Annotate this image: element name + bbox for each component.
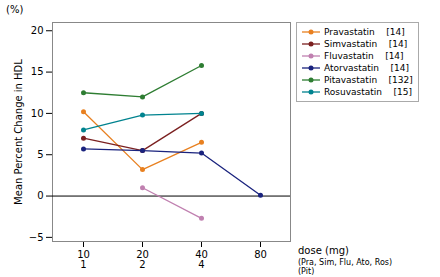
html-text:dose (mg): dose (mg) (298, 245, 349, 256)
svg-text:5: 5 (37, 149, 43, 160)
svg-text:−5: −5 (29, 232, 44, 243)
svg-text:10: 10 (31, 108, 44, 119)
html-text:Atorvastatin [14]: Atorvastatin [14] (324, 63, 409, 73)
svg-text:20: 20 (31, 25, 44, 36)
svg-text:0: 0 (37, 190, 43, 201)
html-text:(Pit): (Pit) (298, 267, 315, 276)
html-text:Pitavastatin [132]: Pitavastatin [132] (324, 75, 413, 85)
svg-text:80: 80 (254, 249, 267, 260)
html-text:Pravastatin [14]: Pravastatin [14] (324, 27, 405, 37)
html-text:(Pra, Sim, Flu, Ato, Ros): (Pra, Sim, Flu, Ato, Ros) (298, 258, 393, 267)
html-text:Rosuvastatin [15]: Rosuvastatin [15] (324, 87, 412, 97)
svg-text:101: 101 (77, 249, 90, 270)
svg-text:202: 202 (136, 249, 149, 270)
svg-text:15: 15 (31, 66, 44, 77)
svg-text:404: 404 (195, 249, 208, 270)
html-text:Fluvastatin [14]: Fluvastatin [14] (324, 51, 404, 61)
html-text:Simvastatin [14]: Simvastatin [14] (324, 39, 408, 49)
svg-text:Mean Percent Change in HDL: Mean Percent Change in HDL (13, 59, 24, 205)
